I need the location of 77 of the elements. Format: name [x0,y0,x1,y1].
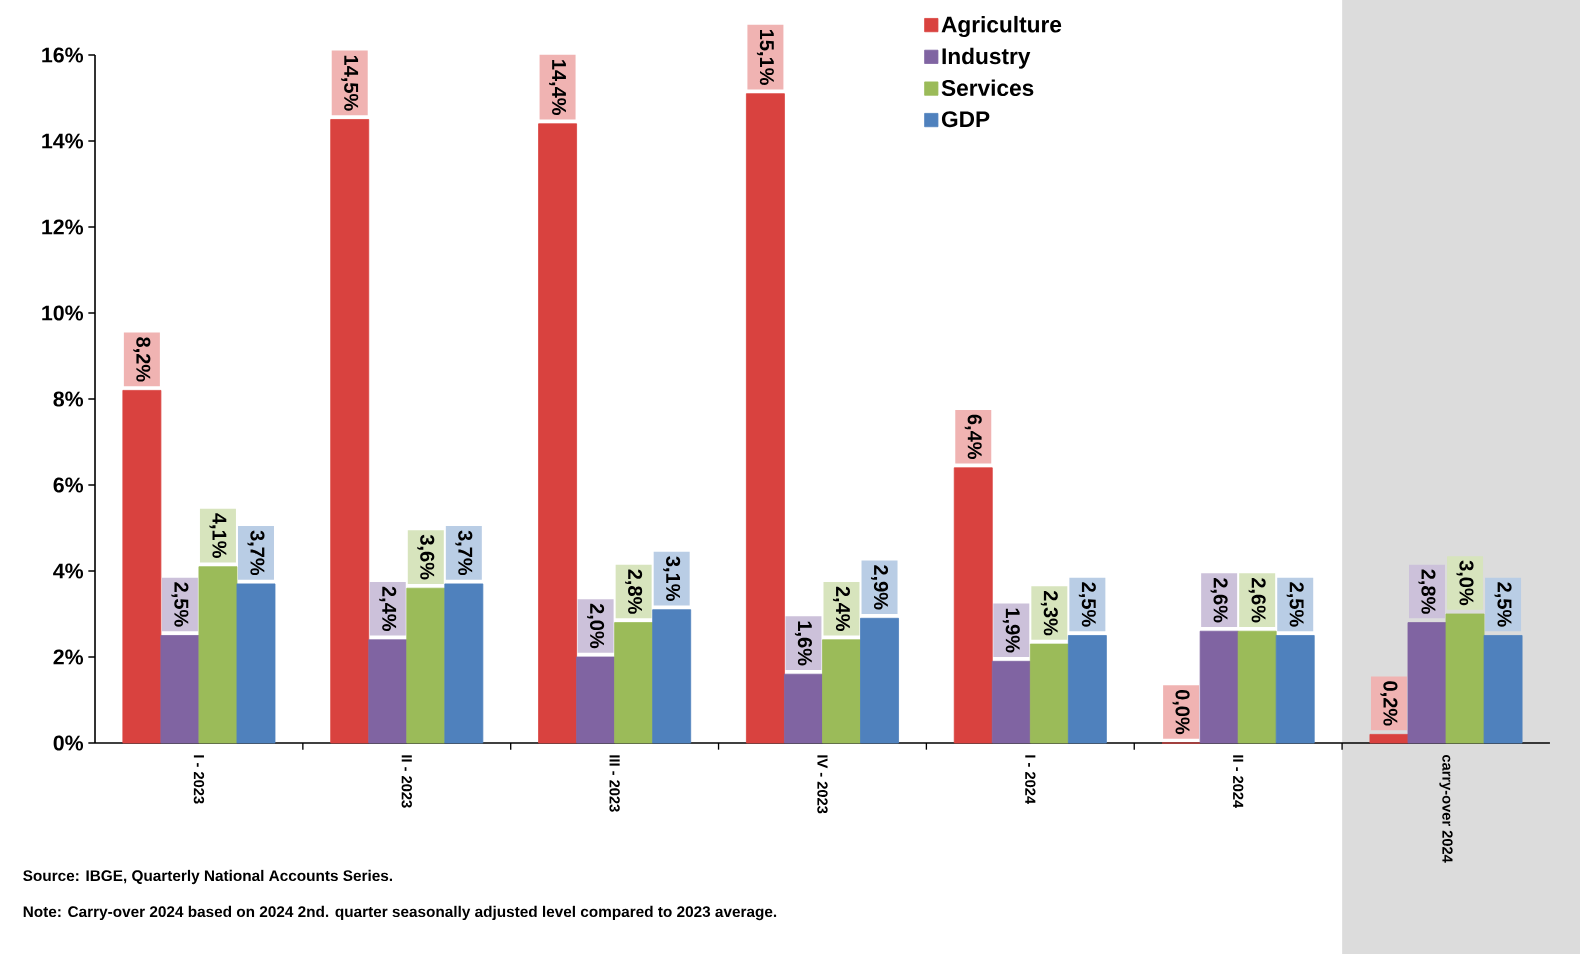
data-label: 1,9% [1002,608,1020,653]
bar [1445,613,1485,744]
data-label: 6,4% [964,414,982,459]
data-label: 2,8% [625,569,643,614]
bar [1407,622,1447,744]
data-label: 2,5% [171,582,189,627]
bar [1199,630,1239,744]
y-tick-label: 4% [53,563,84,579]
data-label: 2,3% [1040,590,1058,636]
data-label: 3,7% [455,530,473,576]
data-label: 14,5% [341,55,359,111]
bar [406,587,446,744]
bar [236,583,276,744]
bar [860,617,899,744]
data-label: 2,4% [379,586,397,631]
data-label: 8,2% [133,337,151,382]
bar [368,639,408,744]
data-label: 2,5% [1286,582,1304,627]
legend-label: Services [941,79,1034,97]
data-label: 2,8% [1418,569,1436,614]
data-label: 2,5% [1078,582,1096,627]
data-label: 2,6% [1248,578,1266,623]
data-label: 2,5% [1494,582,1512,627]
data-label: 3,1% [663,556,681,601]
bar [198,566,238,744]
bar [122,390,162,744]
data-label: 0,2% [1380,681,1398,726]
source-note: Source: IBGE, Quarterly National Accounts Series. [23,869,393,885]
text: Note: Carry-over 2024 based on 2024 2nd. quarter seasonally adjusted level compared to 2023 average. [23,905,777,921]
x-tick-label: I - 2023 [193,755,205,804]
bar [538,123,577,744]
data-label: 0,0% [1172,689,1190,735]
data-label: 14,4% [549,60,567,115]
legend-label: GDP [941,111,990,128]
y-tick-label: 6% [53,477,84,493]
bar [784,673,823,744]
data-label: 2,6% [1210,578,1228,623]
x-tick-label: carry-over 2024 [1439,754,1453,863]
data-label: 2,0% [587,603,605,649]
data-label: 2,4% [832,586,851,631]
data-label: 15,1% [756,29,774,85]
y-tick-label: 12% [42,219,84,235]
data-label: 3,7% [247,530,265,576]
x-tick-label: II - 2024 [1232,755,1244,809]
bar [953,467,993,744]
bar [1237,630,1277,744]
data-label: 4,1% [209,513,227,558]
bar [1275,635,1315,744]
y-tick-label: 0% [53,735,84,751]
data-label: 1,6% [794,621,812,666]
data-label: 3,0% [1456,560,1474,606]
bar [614,622,654,744]
y-tick-label: 16% [42,47,84,63]
bar [1369,734,1409,744]
bar [330,119,370,744]
bar [444,583,484,744]
bar [652,609,692,744]
bar [822,639,861,744]
data-label: 2,9% [870,565,889,610]
bar [160,635,200,744]
bar [1029,643,1069,744]
y-tick-label: 2% [53,649,84,665]
y-tick-label: 8% [53,391,84,407]
bar [991,660,1031,744]
y-tick-label: 14% [42,133,84,149]
data-label: 3,6% [417,534,435,580]
y-tick-label: 10% [42,305,84,321]
x-tick-label: I - 2024 [1025,755,1036,805]
bar [1067,635,1107,744]
bar [1483,635,1523,744]
bar [746,93,785,744]
bar [576,656,616,744]
x-tick-label: IV - 2023 [817,755,828,814]
legend-label: Agriculture [941,15,1062,38]
x-tick-label: II - 2023 [401,755,412,808]
x-tick-label: III - 2023 [609,755,620,812]
legend-label: Industry [942,47,1031,69]
